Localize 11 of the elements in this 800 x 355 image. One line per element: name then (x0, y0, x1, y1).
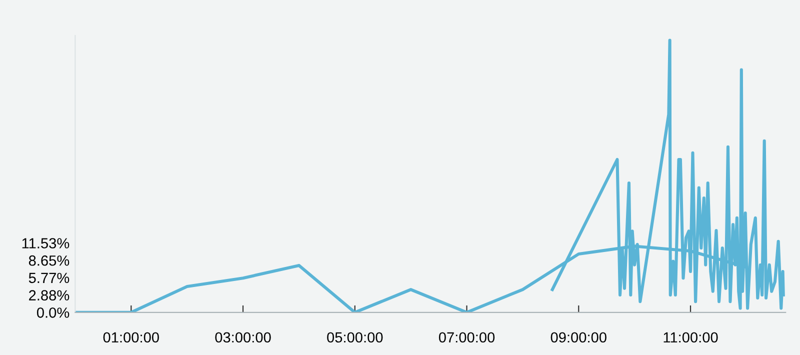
x-tick-label: 05:00:00 (327, 332, 383, 343)
y-tick-label: 5.77% (28, 272, 70, 284)
x-tick-label: 09:00:00 (550, 332, 606, 343)
x-tick-label: 03:00:00 (215, 332, 271, 343)
x-tick-label: 11:00:00 (664, 332, 718, 343)
y-tick-label: 11.53% (22, 238, 70, 248)
y-tick-label: 8.65% (28, 255, 70, 266)
y-tick-label: 2.88% (29, 290, 70, 300)
x-tick-label: 01:00:00 (103, 332, 159, 343)
x-tick-label: 07:00:00 (438, 332, 495, 343)
y-tick-label: 0.0% (36, 308, 70, 318)
